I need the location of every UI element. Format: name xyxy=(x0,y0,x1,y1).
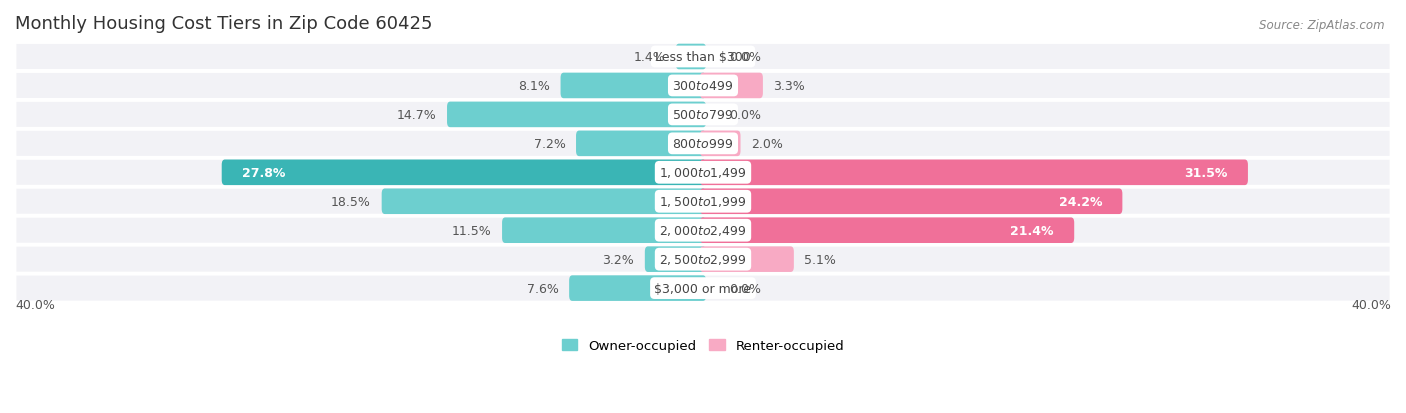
Text: 5.1%: 5.1% xyxy=(804,253,837,266)
FancyBboxPatch shape xyxy=(15,101,1391,129)
FancyBboxPatch shape xyxy=(561,74,706,99)
Text: $3,000 or more: $3,000 or more xyxy=(655,282,751,295)
FancyBboxPatch shape xyxy=(15,43,1391,71)
Text: 7.2%: 7.2% xyxy=(533,138,565,150)
Text: $800 to $999: $800 to $999 xyxy=(672,138,734,150)
Text: Monthly Housing Cost Tiers in Zip Code 60425: Monthly Housing Cost Tiers in Zip Code 6… xyxy=(15,15,433,33)
Text: 40.0%: 40.0% xyxy=(15,299,55,312)
FancyBboxPatch shape xyxy=(700,74,763,99)
FancyBboxPatch shape xyxy=(502,218,706,243)
FancyBboxPatch shape xyxy=(576,131,706,157)
Text: Source: ZipAtlas.com: Source: ZipAtlas.com xyxy=(1260,19,1385,31)
FancyBboxPatch shape xyxy=(15,159,1391,187)
Text: 21.4%: 21.4% xyxy=(1011,224,1054,237)
FancyBboxPatch shape xyxy=(700,218,1074,243)
FancyBboxPatch shape xyxy=(700,189,1122,214)
FancyBboxPatch shape xyxy=(569,275,706,301)
Text: 14.7%: 14.7% xyxy=(396,109,436,121)
Text: 24.2%: 24.2% xyxy=(1059,195,1102,208)
Text: 31.5%: 31.5% xyxy=(1184,166,1227,179)
FancyBboxPatch shape xyxy=(381,189,706,214)
Text: 3.2%: 3.2% xyxy=(602,253,634,266)
Text: 27.8%: 27.8% xyxy=(242,166,285,179)
Legend: Owner-occupied, Renter-occupied: Owner-occupied, Renter-occupied xyxy=(557,334,849,358)
Text: $300 to $499: $300 to $499 xyxy=(672,80,734,93)
Text: 11.5%: 11.5% xyxy=(451,224,492,237)
Text: 18.5%: 18.5% xyxy=(332,195,371,208)
Text: $2,000 to $2,499: $2,000 to $2,499 xyxy=(659,224,747,237)
FancyBboxPatch shape xyxy=(15,72,1391,100)
FancyBboxPatch shape xyxy=(15,246,1391,273)
Text: 0.0%: 0.0% xyxy=(728,282,761,295)
Text: 7.6%: 7.6% xyxy=(527,282,558,295)
Text: 0.0%: 0.0% xyxy=(728,51,761,64)
Text: 0.0%: 0.0% xyxy=(728,109,761,121)
Text: $2,500 to $2,999: $2,500 to $2,999 xyxy=(659,252,747,266)
Text: 8.1%: 8.1% xyxy=(517,80,550,93)
Text: Less than $300: Less than $300 xyxy=(655,51,751,64)
Text: $1,000 to $1,499: $1,000 to $1,499 xyxy=(659,166,747,180)
FancyBboxPatch shape xyxy=(645,247,706,272)
Text: 2.0%: 2.0% xyxy=(751,138,783,150)
FancyBboxPatch shape xyxy=(15,188,1391,216)
Text: 40.0%: 40.0% xyxy=(1351,299,1391,312)
FancyBboxPatch shape xyxy=(15,275,1391,302)
Text: 1.4%: 1.4% xyxy=(634,51,665,64)
FancyBboxPatch shape xyxy=(15,217,1391,244)
FancyBboxPatch shape xyxy=(700,247,794,272)
FancyBboxPatch shape xyxy=(700,160,1249,186)
FancyBboxPatch shape xyxy=(222,160,706,186)
FancyBboxPatch shape xyxy=(15,130,1391,158)
FancyBboxPatch shape xyxy=(700,131,741,157)
FancyBboxPatch shape xyxy=(447,102,706,128)
FancyBboxPatch shape xyxy=(676,45,706,70)
Text: $500 to $799: $500 to $799 xyxy=(672,109,734,121)
Text: 3.3%: 3.3% xyxy=(773,80,806,93)
Text: $1,500 to $1,999: $1,500 to $1,999 xyxy=(659,195,747,209)
